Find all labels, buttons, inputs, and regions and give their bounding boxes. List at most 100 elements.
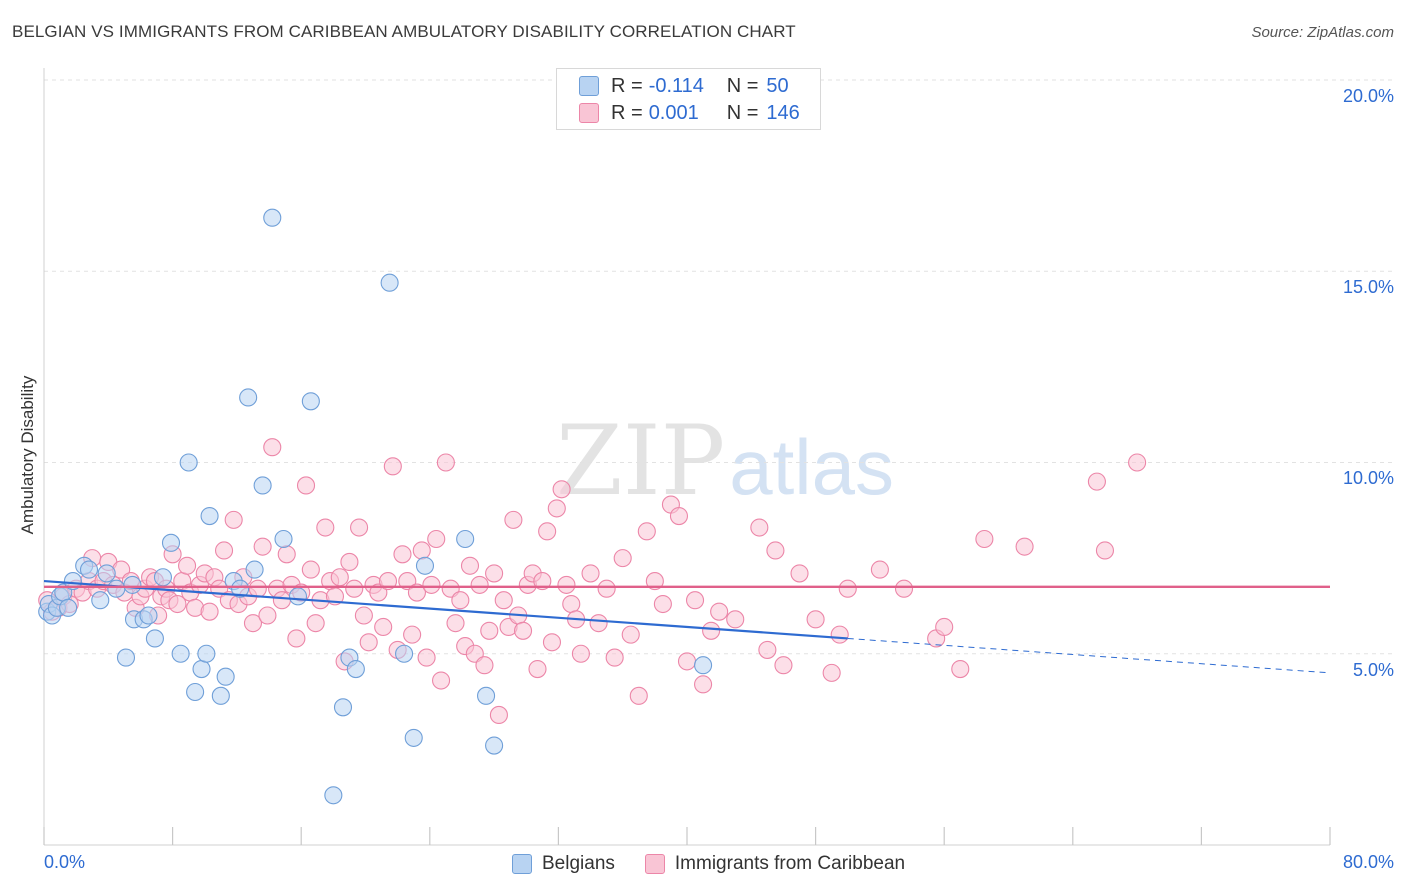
caribbean-point — [677, 652, 697, 671]
r-label: R = — [611, 74, 643, 97]
caribbean-point — [605, 648, 624, 667]
belgian-point — [245, 560, 264, 579]
belgian-point — [301, 392, 320, 411]
caribbean-point — [528, 659, 547, 679]
caribbean-point — [432, 671, 451, 690]
caribbean-point — [316, 518, 335, 537]
caribbean-point — [613, 549, 632, 568]
source-label: Source: ZipAtlas.com — [1251, 24, 1394, 41]
caribbean-point — [685, 591, 705, 610]
caribbean-point — [1095, 541, 1114, 560]
belgian-point — [153, 568, 173, 587]
belgian-point — [324, 786, 343, 805]
belgian-point — [456, 529, 475, 549]
belgian-point — [97, 564, 116, 583]
caribbean-point — [533, 572, 552, 591]
caribbean-point — [263, 438, 282, 457]
n-value: 146 — [766, 101, 800, 124]
r-label: R = — [611, 101, 643, 124]
caribbean-point — [790, 564, 809, 583]
belgian-point — [139, 606, 158, 625]
caribbean-point — [694, 675, 713, 694]
x-axis-max-label: 80.0% — [1342, 852, 1394, 872]
belgian-point — [91, 591, 110, 610]
r-value: 0.001 — [648, 101, 699, 124]
n-label: N = — [726, 101, 759, 124]
watermark: ZIPatlas — [556, 405, 894, 517]
caribbean-point — [470, 575, 489, 594]
caribbean-point — [200, 602, 219, 621]
caribbean-point — [277, 545, 296, 564]
caribbean-point — [178, 556, 197, 575]
caribbean-point — [253, 537, 272, 556]
belgian-point — [79, 560, 99, 579]
caribbean-point — [1015, 537, 1034, 556]
belgian-point — [59, 598, 78, 617]
belgian-point — [197, 644, 216, 663]
caribbean-point — [1128, 453, 1147, 472]
caribbean-point — [894, 579, 914, 598]
r-value: -0.114 — [648, 74, 704, 97]
stats-legend: R = -0.114 N = 50 R = 0.001 N = 146 — [556, 68, 821, 130]
caribbean-point — [951, 659, 970, 679]
caribbean-point — [168, 594, 187, 614]
caribbean-point — [393, 545, 412, 564]
caribbean-point — [653, 594, 672, 614]
caribbean-point — [766, 541, 785, 560]
belgian-point — [288, 587, 308, 606]
caribbean-point — [806, 610, 825, 629]
caribbean-point — [669, 506, 689, 526]
belgian-point — [380, 273, 399, 292]
caribbean-point — [513, 621, 533, 640]
stats-row-caribbean: R = 0.001 N = 146 — [579, 100, 800, 126]
caribbean-point — [774, 656, 793, 675]
caribbean-point — [330, 568, 349, 587]
caribbean-point — [301, 560, 320, 579]
belgian-point — [395, 644, 414, 663]
caribbean-point — [460, 556, 480, 575]
caribbean-point — [224, 510, 243, 529]
caribbean-point — [383, 457, 402, 476]
belgian-point — [216, 667, 235, 686]
caribbean-point — [248, 579, 267, 598]
caribbean-point — [359, 633, 378, 652]
legend-item-caribbean[interactable]: Immigrants from Caribbean — [644, 853, 906, 875]
caribbean-point — [758, 640, 777, 659]
caribbean-point — [975, 529, 994, 549]
legend-item-belgians[interactable]: Belgians — [512, 853, 615, 875]
caribbean-point — [417, 648, 436, 667]
belgian-point — [179, 453, 198, 472]
belgian-point — [186, 682, 205, 702]
belgian-point — [123, 575, 142, 594]
watermark-zip: ZIP — [556, 405, 726, 517]
caribbean-point — [621, 625, 640, 644]
y-tick-5: 5.0% — [1352, 660, 1394, 680]
belgian-point — [107, 579, 126, 598]
caribbean-point — [485, 564, 504, 583]
caribbean-point — [214, 541, 234, 560]
belgian-point — [239, 388, 258, 407]
belgian-point — [404, 728, 423, 747]
caribbean-point — [504, 510, 523, 529]
belgian-point — [116, 648, 136, 667]
caribbean-point — [480, 621, 499, 640]
caribbean-point — [538, 522, 557, 541]
caribbean-point — [407, 583, 426, 602]
x-axis-min-label: 0.0% — [44, 852, 86, 872]
n-value: 50 — [766, 74, 789, 97]
belgian-point — [211, 686, 230, 705]
caribbean-point — [552, 480, 571, 499]
y-axis-label: Ambulatory Disability — [18, 375, 37, 535]
belgians-trend-extension — [847, 637, 1331, 674]
caribbean-point — [403, 625, 422, 644]
caribbean-point — [870, 560, 889, 579]
caribbean-point — [436, 453, 455, 472]
legend-label-caribbean: Immigrants from Caribbean — [674, 853, 906, 874]
caribbean-point — [750, 518, 769, 537]
belgian-point — [63, 572, 82, 591]
belgian-point — [333, 698, 353, 717]
belgians-swatch — [579, 76, 599, 96]
belgians-trend-line — [43, 579, 848, 640]
caribbean-point — [354, 606, 373, 625]
y-tick-10: 10.0% — [1342, 468, 1394, 488]
